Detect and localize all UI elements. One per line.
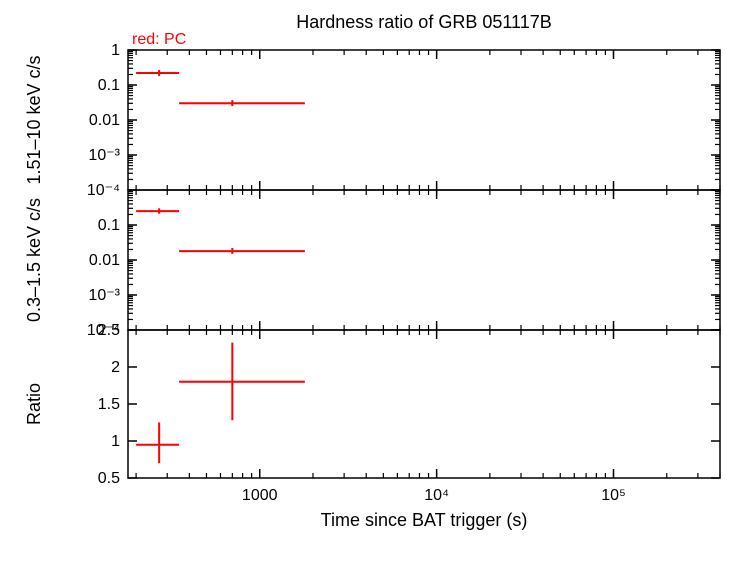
hardness-ratio-chart: Hardness ratio of GRB 051117B red: PC 1000… [0,0,742,566]
y-tick-label: 0.01 [89,252,120,269]
chart-title: Hardness ratio of GRB 051117B [296,12,551,32]
y-tick-label: 10⁻⁴ [87,182,120,199]
y-axis-label: 1.51–10 keV c/s [24,55,44,184]
y-axis-label: 0.3–1.5 keV c/s [24,198,44,322]
legend-text: red: PC [132,31,186,48]
y-tick-label: 0.01 [89,112,120,129]
panel-frame [128,330,720,478]
y-tick-label: 0.1 [98,77,120,94]
x-tick-label: 1000 [242,487,278,504]
y-tick-label: 0.5 [98,470,120,487]
y-tick-label: 10⁻³ [88,287,120,304]
y-tick-label: 1.5 [98,396,120,413]
panel-frame [128,190,720,330]
y-tick-label: 10⁻³ [88,147,120,164]
y-tick-label: 2.5 [98,322,120,339]
y-tick-label: 0.1 [98,217,120,234]
x-axis-label: Time since BAT trigger (s) [321,510,528,530]
y-axis-label: Ratio [24,383,44,425]
y-tick-label: 1 [111,42,120,59]
x-tick-label: 10⁴ [424,487,449,504]
y-tick-label: 1 [111,433,120,450]
x-tick-label: 10⁵ [601,487,625,504]
panel-frame [128,50,720,190]
y-tick-label: 2 [111,359,120,376]
